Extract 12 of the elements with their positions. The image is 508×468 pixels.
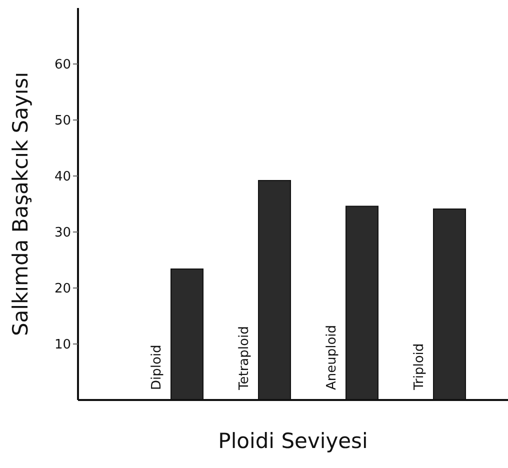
x-axis-title: Ploidi Seviyesi xyxy=(218,429,368,453)
y-tick-label: 60 xyxy=(54,58,71,73)
x-tick-label: Tetraploid xyxy=(236,326,252,391)
x-tick-label: Aneuploid xyxy=(324,324,340,390)
y-tick-label: 10 xyxy=(54,338,71,353)
y-tick-label: 20 xyxy=(54,282,71,297)
x-tick-label: Diploid xyxy=(149,344,164,390)
y-tick-label: 50 xyxy=(54,114,71,129)
y-tick-label: 30 xyxy=(54,226,71,241)
x-tick-label: Triploid xyxy=(412,343,427,391)
y-axis-title: Salkımda Başakcık Sayısı xyxy=(8,72,32,336)
y-tick-label: 40 xyxy=(54,170,71,185)
